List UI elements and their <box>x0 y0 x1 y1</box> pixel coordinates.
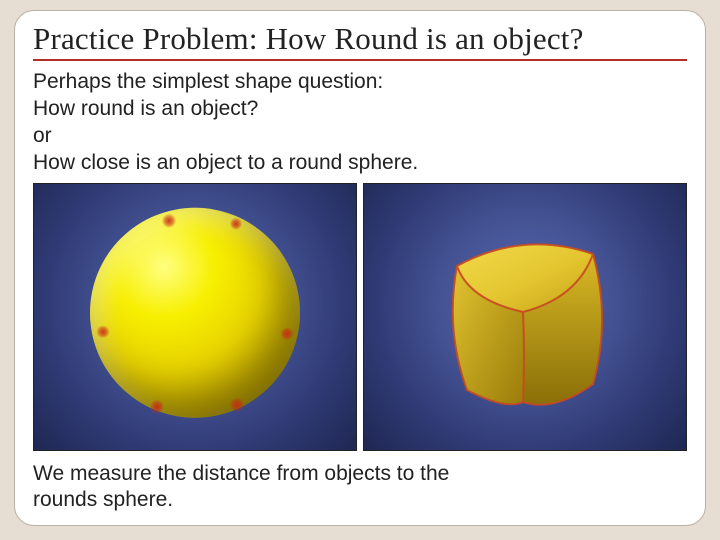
outro-line: We measure the distance from objects to … <box>33 462 449 485</box>
intro-line: How round is an object? <box>33 97 258 120</box>
sphere-spot <box>230 397 244 411</box>
outro-line: rounds sphere. <box>33 488 173 511</box>
sphere-spot <box>96 325 110 337</box>
sphere-spot <box>162 213 176 227</box>
slide-title: Practice Problem: How Round is an object… <box>33 21 687 61</box>
intro-text: Perhaps the simplest shape question: How… <box>33 69 687 177</box>
intro-line: How close is an object to a round sphere… <box>33 151 418 174</box>
figure-gallery <box>33 183 687 451</box>
slide-card: Practice Problem: How Round is an object… <box>14 10 706 526</box>
outro-text: We measure the distance from objects to … <box>33 461 687 515</box>
cube-icon <box>405 202 645 432</box>
sphere-spot <box>280 327 294 339</box>
sphere-spot <box>230 217 242 229</box>
panel-sphere <box>33 183 357 451</box>
intro-line: or <box>33 124 52 147</box>
sphere-spot <box>150 399 164 413</box>
sphere-icon <box>90 207 300 417</box>
intro-line: Perhaps the simplest shape question: <box>33 70 383 93</box>
panel-cube <box>363 183 687 451</box>
